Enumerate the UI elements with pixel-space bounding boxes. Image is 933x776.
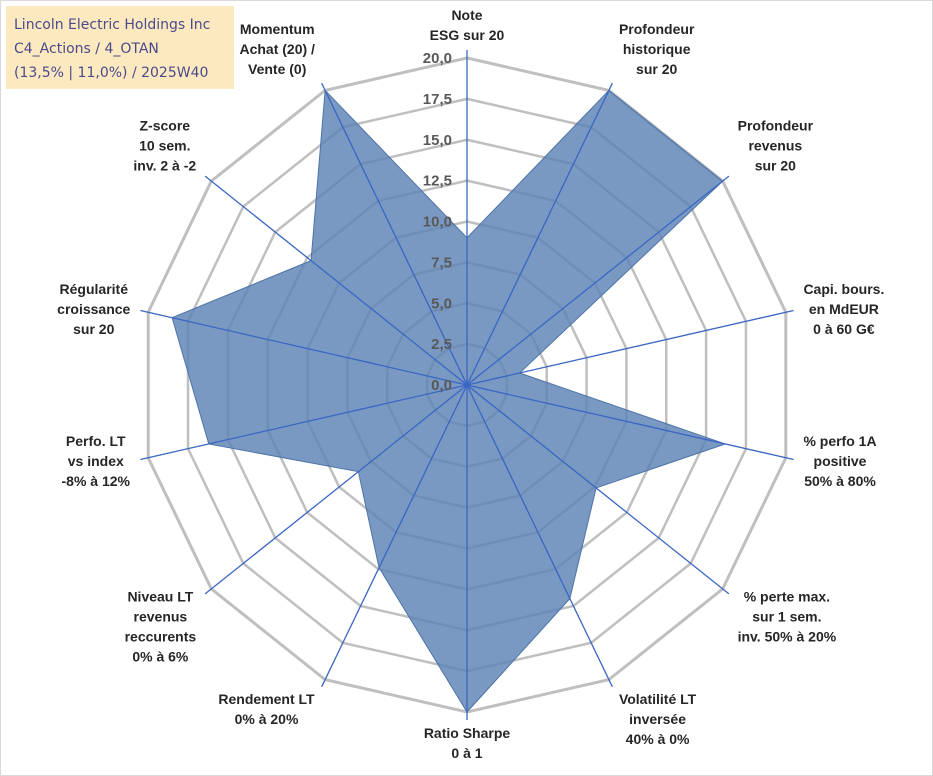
axis-label-line: Rendement LT <box>218 691 315 707</box>
tick-layer: 0,0 2,5 5,0 7,5 10,0 12,5 15,0 17,5 20,0 <box>423 50 452 394</box>
axis-label-line: 50% à 80% <box>804 473 876 489</box>
title-line-company: Lincoln Electric Holdings Inc <box>14 17 211 33</box>
axis-label-line: -8% à 12% <box>62 473 131 489</box>
axis-spoke-3 <box>466 175 730 386</box>
axis-label-7: Volatilité LT inversée 40% à 0% <box>619 691 697 747</box>
axis-spoke-11 <box>140 384 468 461</box>
axis-label-line: 0% à 20% <box>235 711 299 727</box>
axis-label-line: Achat (20) / <box>239 41 315 57</box>
axis-label-line: Profondeur <box>619 21 695 37</box>
axis-label-2: Profondeur historique sur 20 <box>619 21 695 77</box>
axis-label-line: Niveau LT <box>127 589 193 605</box>
tick-label: 0,0 <box>431 377 452 394</box>
axis-spoke-7 <box>466 384 613 688</box>
axis-label-line: reccurents <box>125 629 197 645</box>
axis-label-line: 0 à 1 <box>451 745 482 761</box>
axis-label-10: Niveau LT revenus reccurents 0% à 6% <box>125 589 197 665</box>
axis-label-3: Profondeur revenus sur 20 <box>738 117 814 173</box>
axis-spoke-2 <box>466 82 613 386</box>
axis-label-line: Ratio Sharpe <box>424 725 511 741</box>
axis-spoke-12 <box>140 309 468 386</box>
title-line-period: (13,5% | 11,0%) / 2025W40 <box>14 65 209 81</box>
axis-spoke-9 <box>321 384 468 688</box>
axis-label-8: Ratio Sharpe 0 à 1 <box>424 725 511 761</box>
axis-label-line: Capi. bours. <box>803 281 884 297</box>
axis-spoke-4 <box>466 309 794 386</box>
axis-label-line: Volatilité LT <box>619 691 697 707</box>
axis-spoke-5 <box>466 384 794 461</box>
axis-label-line: sur 1 sem. <box>752 609 821 625</box>
axis-label-line: positive <box>814 453 867 469</box>
axis-label-line: 40% à 0% <box>626 731 690 747</box>
axis-label-line: vs index <box>68 453 124 469</box>
axis-label-line: sur 20 <box>73 321 114 337</box>
axis-label-4: Capi. bours. en MdEUR 0 à 60 G€ <box>803 281 884 337</box>
axis-label-6: % perte max. sur 1 sem. inv. 50% à 20% <box>738 589 837 645</box>
axis-label-line: Note <box>451 7 482 23</box>
tick-label: 10,0 <box>423 214 452 231</box>
tick-label: 15,0 <box>423 132 452 149</box>
label-layer: Note ESG sur 20 Profondeur historique sur 20… <box>57 7 884 761</box>
axis-label-14: Momentum Achat (20) / Vente (0) <box>239 21 315 77</box>
axis-label-line: 0% à 6% <box>132 649 189 665</box>
axis-label-line: sur 20 <box>636 61 677 77</box>
axis-label-line: Régularité <box>60 281 129 297</box>
axis-spoke-13 <box>204 175 468 386</box>
tick-label: 7,5 <box>431 254 452 271</box>
axis-label-13: Z-score 10 sem. inv. 2 à -2 <box>133 117 196 173</box>
axis-label-line: en MdEUR <box>809 301 879 317</box>
axis-label-line: revenus <box>748 137 802 153</box>
axis-label-line: inversée <box>629 711 686 727</box>
axis-label-line: % perfo 1A <box>803 433 876 449</box>
axis-label-5: % perfo 1A positive 50% à 80% <box>803 433 876 489</box>
axis-label-9: Rendement LT 0% à 20% <box>218 691 315 727</box>
axis-label-line: inv. 50% à 20% <box>738 629 837 645</box>
axis-label-line: 0 à 60 G€ <box>813 321 875 337</box>
spoke-layer <box>140 50 794 720</box>
axis-label-line: Momentum <box>240 21 315 37</box>
axis-spoke-10 <box>204 384 468 595</box>
axis-label-line: Perfo. LT <box>66 433 126 449</box>
tick-label: 5,0 <box>431 295 452 312</box>
axis-label-12: Régularité croissance sur 20 <box>57 281 130 337</box>
axis-label-line: revenus <box>134 609 188 625</box>
axis-label-line: ESG sur 20 <box>430 27 505 43</box>
axis-label-line: historique <box>623 41 691 57</box>
chart-title-box: Lincoln Electric Holdings Inc C4_Actions… <box>6 6 234 89</box>
tick-label: 20,0 <box>423 50 452 67</box>
axis-label-line: Profondeur <box>738 117 814 133</box>
axis-label-1: Note ESG sur 20 <box>430 7 505 43</box>
tick-label: 12,5 <box>423 173 452 190</box>
axis-label-line: croissance <box>57 301 130 317</box>
axis-label-11: Perfo. LT vs index -8% à 12% <box>62 433 131 489</box>
axis-spoke-6 <box>466 384 730 595</box>
axis-label-line: inv. 2 à -2 <box>133 157 196 173</box>
axis-label-line: % perte max. <box>744 589 830 605</box>
axis-label-line: 10 sem. <box>139 137 190 153</box>
tick-label: 17,5 <box>423 91 452 108</box>
title-line-category: C4_Actions / 4_OTAN <box>14 41 159 57</box>
axis-label-line: Z-score <box>140 117 191 133</box>
axis-label-line: Vente (0) <box>248 61 306 77</box>
axis-spoke-14 <box>321 82 468 386</box>
axis-label-line: sur 20 <box>755 157 796 173</box>
tick-label: 2,5 <box>431 336 452 353</box>
